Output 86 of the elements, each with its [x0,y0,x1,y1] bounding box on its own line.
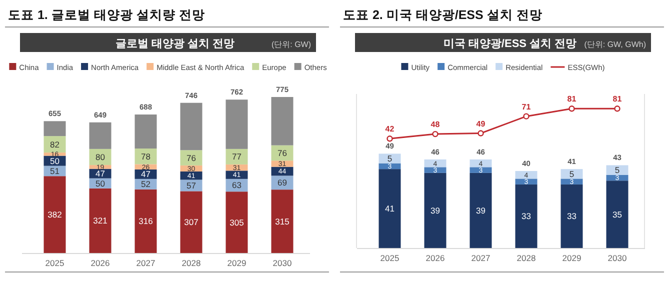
chart-subtitle: 미국 태양광/ESS 설치 전망 [443,38,577,50]
bar [515,184,538,248]
text: (단위: GW, GWh) [584,40,646,49]
data-label: 77 [232,152,242,162]
bar [44,176,66,253]
chart-subtitle: 글로벌 태양광 설치 전망 [115,38,235,50]
bar [89,122,112,149]
data-label: 51 [50,166,60,176]
bar [470,172,492,248]
data-label: 39 [476,205,486,216]
bar [424,159,446,168]
data-label: 48 [430,120,440,130]
x-tick-label: 2029 [562,253,582,263]
bar [470,167,492,173]
data-label: 39 [430,205,440,216]
data-label: 78 [141,151,151,162]
data-label: 316 [138,216,154,226]
bar [271,190,294,253]
bar [180,102,202,150]
data-label: 57 [186,180,196,190]
bar [606,165,628,175]
bar [378,154,401,164]
x-tick-label: 2028 [516,253,536,263]
bar [180,150,202,166]
data-label: 305 [230,217,244,228]
text: (단위: GW) [271,40,312,49]
bar [560,178,583,184]
bar [226,148,248,164]
x-tick-label: 2025 [380,253,400,263]
x-tick-label: 2027 [136,258,156,268]
bar [134,114,157,149]
data-label: 47 [141,169,151,180]
data-label: 5 [614,165,620,176]
data-label: 33 [522,211,532,222]
bar [134,189,157,253]
data-label: 71 [522,102,532,112]
x-tick-label: 2027 [471,253,490,263]
x-tick-label: 2026 [90,258,110,268]
bar [180,191,202,253]
bar [44,121,66,136]
bar [560,184,583,248]
bar [226,100,248,149]
data-label: 315 [275,216,290,226]
bar [89,188,112,253]
bar [424,172,446,248]
x-tick-label: 2025 [45,258,64,268]
data-label: 5 [569,168,574,179]
data-label: 82 [50,139,60,150]
data-label: 47 [96,168,106,179]
data-label: 41 [385,204,395,214]
data-label: 50 [96,178,106,188]
x-tick-label: 2026 [426,253,445,263]
data-label: 49 [476,119,486,128]
data-label: 382 [48,210,62,220]
data-label: 76 [186,152,196,163]
data-label: 52 [141,179,151,190]
bar [226,192,248,253]
data-label: 42 [385,124,395,134]
data-label: 76 [278,148,288,158]
x-tick-label: 2030 [608,253,627,263]
data-label: 63 [232,180,242,190]
x-tick-label: 2029 [227,258,246,268]
chart-title: 도표 2. 미국 태양광/ESS 설치 전망 [343,8,542,22]
bar [470,159,492,168]
x-tick-label: 2028 [182,258,201,268]
data-label: 35 [612,209,622,220]
data-label: 50 [50,156,60,166]
bar [515,178,538,184]
chart-title: 도표 1. 글로벌 태양광 설치량 전망 [8,8,205,22]
bar [515,171,538,179]
data-label: 69 [278,178,288,188]
bar [424,167,446,173]
bar [271,97,294,146]
bar [560,169,583,179]
data-label: 5 [387,153,392,164]
bar [606,180,628,248]
bar [378,169,401,248]
data-label: 33 [567,211,577,222]
data-label: 80 [96,152,106,162]
data-label: 321 [93,216,108,226]
x-tick-label: 2030 [272,258,292,268]
data-label: 307 [184,217,199,228]
bar [134,148,157,164]
data-label: 81 [612,94,622,104]
bar [226,170,248,179]
data-label: 81 [567,94,577,104]
